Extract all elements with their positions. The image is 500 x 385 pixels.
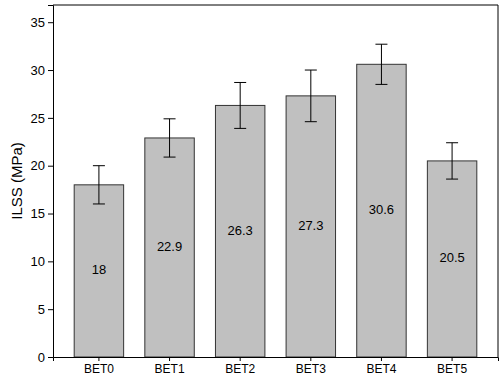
x-tick-label: BET0 <box>84 362 114 376</box>
bar <box>215 105 264 357</box>
y-tick: 0 <box>38 350 53 365</box>
y-tick-mark <box>48 357 53 358</box>
error-cap <box>446 179 458 180</box>
x-tick-mark <box>240 357 241 361</box>
y-tick-label: 15 <box>31 206 45 221</box>
x-tick-mark <box>169 357 170 361</box>
y-tick-mark <box>48 166 53 167</box>
error-bar <box>446 143 458 179</box>
y-tick: 35 <box>31 15 53 30</box>
x-tick-mark <box>98 357 99 361</box>
y-tick-mark <box>48 22 53 23</box>
y-tick-label: 35 <box>31 15 45 30</box>
y-tick-label: 0 <box>38 350 45 365</box>
error-cap <box>305 70 317 71</box>
y-tick-mark <box>48 214 53 215</box>
chart: 18 22.9 26.3 27.3 30.6 20.5 0 5 10 15 20 25 30 35 BET0… <box>0 0 500 385</box>
y-tick: 10 <box>31 254 53 269</box>
bar <box>427 161 476 357</box>
error-cap <box>93 165 105 166</box>
y-tick-label: 25 <box>31 111 45 126</box>
x-axis-line <box>54 358 499 362</box>
error-cap <box>375 84 387 85</box>
bar <box>145 138 194 357</box>
y-tick-label: 30 <box>31 63 45 78</box>
bar <box>74 185 123 357</box>
x-tick-label: BET1 <box>155 362 185 376</box>
error-bar <box>93 166 105 204</box>
x-tick: BET1 <box>155 357 185 376</box>
marks <box>74 44 477 357</box>
data-label: 20.5 <box>439 250 464 265</box>
error-cap <box>234 128 246 129</box>
y-tick-mark <box>48 309 53 310</box>
y-tick: 15 <box>31 206 53 221</box>
y-axis-line <box>48 6 54 358</box>
x-tick: BET4 <box>366 357 396 376</box>
x-tick-mark <box>452 357 453 361</box>
x-tick: BET0 <box>84 357 114 376</box>
error-bar <box>305 70 317 122</box>
error-stem <box>310 70 311 122</box>
data-label: 27.3 <box>298 218 323 233</box>
y-tick: 20 <box>31 158 53 173</box>
x-tick-label: BET3 <box>296 362 326 376</box>
x-tick-label: BET2 <box>225 362 255 376</box>
error-cap <box>164 157 176 158</box>
data-label: 18 <box>92 262 106 277</box>
data-labels: 18 22.9 26.3 27.3 30.6 20.5 <box>92 202 465 277</box>
y-axis-title: ILSS (MPa) <box>8 142 25 220</box>
error-stem <box>240 82 241 128</box>
y-tick-mark <box>48 118 53 119</box>
y-axis: 0 5 10 15 20 25 30 35 <box>31 6 54 365</box>
plot: 18 22.9 26.3 27.3 30.6 20.5 0 5 10 15 20 25 30 35 BET0… <box>31 5 499 376</box>
error-stem <box>169 119 170 157</box>
y-tick-mark <box>48 261 53 262</box>
y-tick-label: 10 <box>31 254 45 269</box>
y-tick: 30 <box>31 63 53 78</box>
data-label: 22.9 <box>157 239 182 254</box>
y-tick-mark <box>48 70 53 71</box>
x-tick-mark <box>310 357 311 361</box>
x-tick-label: BET5 <box>437 362 467 376</box>
frame-right <box>498 5 499 357</box>
x-tick: BET5 <box>437 357 467 376</box>
x-tick-label: BET4 <box>366 362 396 376</box>
y-tick: 5 <box>38 302 53 317</box>
y-tick-label: 5 <box>38 302 45 317</box>
error-cap <box>446 142 458 143</box>
data-label: 30.6 <box>369 202 394 217</box>
x-tick: BET3 <box>296 357 326 376</box>
frame-top <box>53 5 498 6</box>
error-cap <box>305 121 317 122</box>
x-tick-mark <box>381 357 382 361</box>
error-bar <box>375 44 387 84</box>
error-stem <box>452 143 453 179</box>
error-bar <box>164 119 176 157</box>
x-tick: BET2 <box>225 357 255 376</box>
error-cap <box>164 118 176 119</box>
error-stem <box>98 166 99 204</box>
error-cap <box>234 82 246 83</box>
error-cap <box>93 203 105 204</box>
error-cap <box>375 44 387 45</box>
bar <box>286 96 335 357</box>
y-tick-label: 20 <box>31 158 45 173</box>
x-axis: BET0 BET1 BET2 BET3 BET4 BET5 <box>54 357 499 376</box>
data-label: 26.3 <box>228 223 253 238</box>
bar <box>357 64 406 357</box>
error-bar <box>234 82 246 128</box>
y-tick: 25 <box>31 111 53 126</box>
error-stem <box>381 44 382 84</box>
